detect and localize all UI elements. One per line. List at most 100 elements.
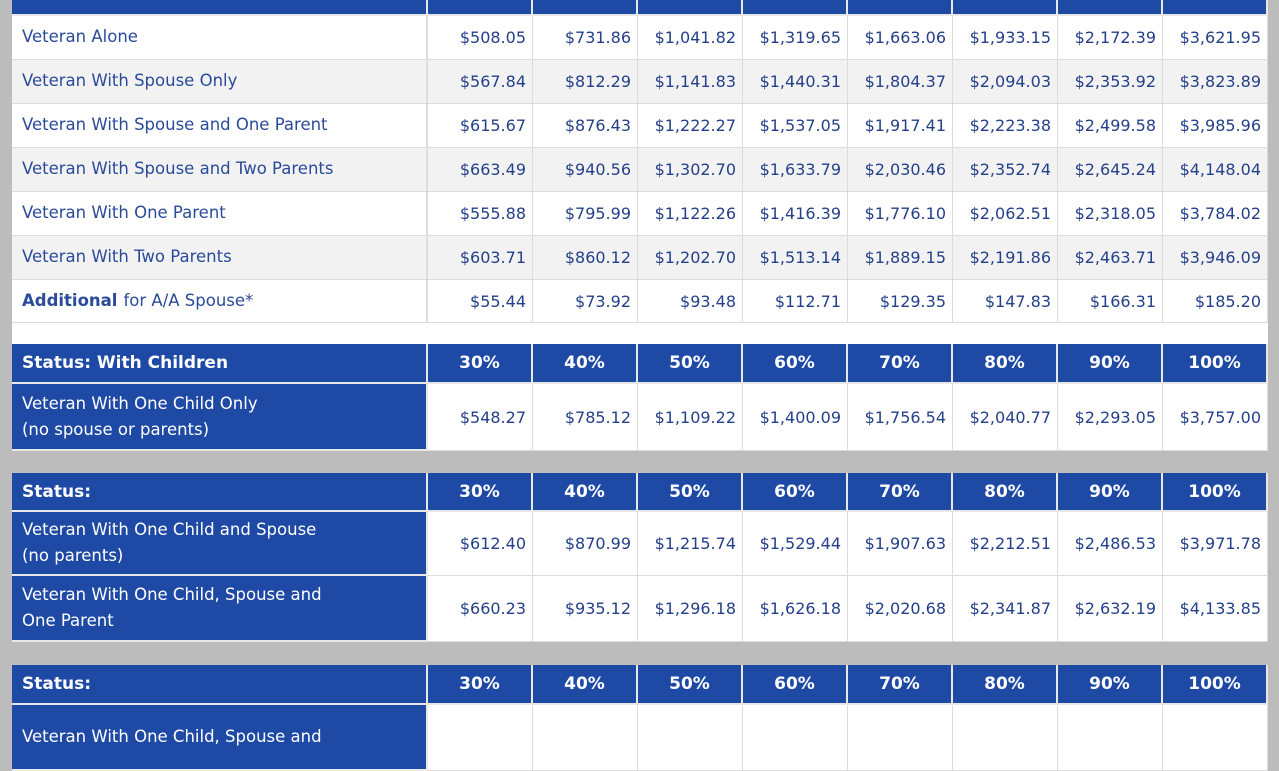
value-cell: $1,889.15 bbox=[848, 236, 953, 280]
header-cell: 70% bbox=[848, 665, 953, 705]
value: $1,756.54 bbox=[864, 407, 946, 427]
value-cell: $785.12 bbox=[533, 384, 638, 451]
label-bold: Additional bbox=[22, 290, 118, 310]
value-cell: $4,133.85 bbox=[1163, 576, 1268, 642]
value: $1,663.06 bbox=[864, 28, 946, 47]
header-cell: 50% bbox=[638, 0, 743, 16]
value-cell: $2,030.46 bbox=[848, 148, 953, 192]
value-cell: $112.71 bbox=[743, 280, 848, 323]
label-line: One Parent bbox=[22, 611, 114, 630]
header-cell: Status: bbox=[12, 473, 428, 512]
value: $785.12 bbox=[564, 407, 631, 427]
value: $2,040.77 bbox=[969, 407, 1051, 427]
value-cell: $1,933.15 bbox=[953, 16, 1058, 60]
value: $1,933.15 bbox=[969, 28, 1051, 47]
header-cell: 100% bbox=[1163, 665, 1268, 705]
header-cell: 30% bbox=[428, 473, 533, 512]
value-cell: $660.23 bbox=[428, 576, 533, 642]
row-label: Veteran Alone bbox=[12, 16, 428, 60]
value: $2,632.19 bbox=[1074, 599, 1156, 618]
value-cell: $2,223.38 bbox=[953, 104, 1058, 148]
value: $2,191.86 bbox=[969, 248, 1051, 267]
value-cell: $2,499.58 bbox=[1058, 104, 1163, 148]
value-cell bbox=[1163, 705, 1268, 771]
value: $4,133.85 bbox=[1179, 599, 1261, 618]
value-cell: $2,632.19 bbox=[1058, 576, 1163, 642]
value-cell: $3,971.78 bbox=[1163, 512, 1268, 576]
value-cell: $55.44 bbox=[428, 280, 533, 323]
page: (() => { const data = JSON.parse(documen… bbox=[12, 0, 1268, 771]
row-label: Veteran With One Parent bbox=[12, 192, 428, 236]
header-cell: Status: bbox=[12, 665, 428, 705]
value-cell: $1,917.41 bbox=[848, 104, 953, 148]
header-cell: 100% bbox=[1163, 473, 1268, 512]
value-cell: $1,440.31 bbox=[743, 60, 848, 104]
header-cell: 50% bbox=[638, 665, 743, 705]
label-line: Additional for A/A Spouse* bbox=[22, 288, 253, 314]
value-cell: $2,191.86 bbox=[953, 236, 1058, 280]
value-cell: $1,302.70 bbox=[638, 148, 743, 192]
value-cell: $1,529.44 bbox=[743, 512, 848, 576]
header-cell: 60% bbox=[743, 0, 848, 16]
value: $860.12 bbox=[564, 248, 631, 267]
value: $2,341.87 bbox=[969, 599, 1051, 618]
value-cell: $2,094.03 bbox=[953, 60, 1058, 104]
value: $663.49 bbox=[459, 160, 526, 179]
value-cell: $1,907.63 bbox=[848, 512, 953, 576]
value-cell: $1,776.10 bbox=[848, 192, 953, 236]
row-label: Veteran With Two Parents bbox=[12, 236, 428, 280]
value: $147.83 bbox=[984, 291, 1051, 311]
value: $2,499.58 bbox=[1074, 116, 1156, 135]
value: $2,352.74 bbox=[969, 160, 1051, 179]
value-cell bbox=[848, 705, 953, 771]
value-cell: $615.67 bbox=[428, 104, 533, 148]
row-label: Additional for A/A Spouse* bbox=[12, 280, 428, 323]
value: $2,353.92 bbox=[1074, 72, 1156, 91]
value: $2,172.39 bbox=[1074, 28, 1156, 47]
value-cell bbox=[533, 705, 638, 771]
value: $876.43 bbox=[564, 116, 631, 135]
value-cell: $3,757.00 bbox=[1163, 384, 1268, 451]
header-cell: 100% bbox=[1163, 344, 1268, 384]
value-cell: $2,318.05 bbox=[1058, 192, 1163, 236]
value: $1,109.22 bbox=[654, 407, 736, 427]
header-cell: 40% bbox=[533, 0, 638, 16]
value-cell: $2,352.74 bbox=[953, 148, 1058, 192]
value: $3,985.96 bbox=[1179, 116, 1261, 135]
header-cell: 50% bbox=[638, 473, 743, 512]
value-cell: $795.99 bbox=[533, 192, 638, 236]
value-cell: $3,784.02 bbox=[1163, 192, 1268, 236]
header-cell: Status: With Children bbox=[12, 344, 428, 384]
header-cell: 30% bbox=[428, 0, 533, 16]
value-cell bbox=[428, 705, 533, 771]
value: $812.29 bbox=[564, 72, 631, 91]
header-cell: 70% bbox=[848, 0, 953, 16]
value-cell: $185.20 bbox=[1163, 280, 1268, 323]
row-label: Veteran With One Child Only (no spouse or… bbox=[12, 384, 428, 451]
value: $3,823.89 bbox=[1179, 72, 1261, 91]
value: $567.84 bbox=[459, 72, 526, 91]
value: $2,318.05 bbox=[1074, 204, 1156, 223]
value: $2,293.05 bbox=[1074, 407, 1156, 427]
value-cell: $1,537.05 bbox=[743, 104, 848, 148]
value: $3,621.95 bbox=[1179, 28, 1261, 47]
value: $1,302.70 bbox=[654, 160, 736, 179]
value-cell: $3,946.09 bbox=[1163, 236, 1268, 280]
value-cell: $508.05 bbox=[428, 16, 533, 60]
value-cell: $2,020.68 bbox=[848, 576, 953, 642]
value-cell: $1,222.27 bbox=[638, 104, 743, 148]
value-cell: $2,353.92 bbox=[1058, 60, 1163, 104]
value-cell: $1,804.37 bbox=[848, 60, 953, 104]
value: $1,122.26 bbox=[654, 204, 736, 223]
value-cell: $2,341.87 bbox=[953, 576, 1058, 642]
value-cell: $548.27 bbox=[428, 384, 533, 451]
value-cell: $1,202.70 bbox=[638, 236, 743, 280]
value: $55.44 bbox=[470, 291, 526, 311]
value: $2,094.03 bbox=[969, 72, 1051, 91]
value: $660.23 bbox=[459, 599, 526, 618]
value-cell bbox=[953, 705, 1058, 771]
value-cell: $860.12 bbox=[533, 236, 638, 280]
value: $185.20 bbox=[1194, 291, 1261, 311]
value-cell: $1,319.65 bbox=[743, 16, 848, 60]
value-cell: $1,215.74 bbox=[638, 512, 743, 576]
